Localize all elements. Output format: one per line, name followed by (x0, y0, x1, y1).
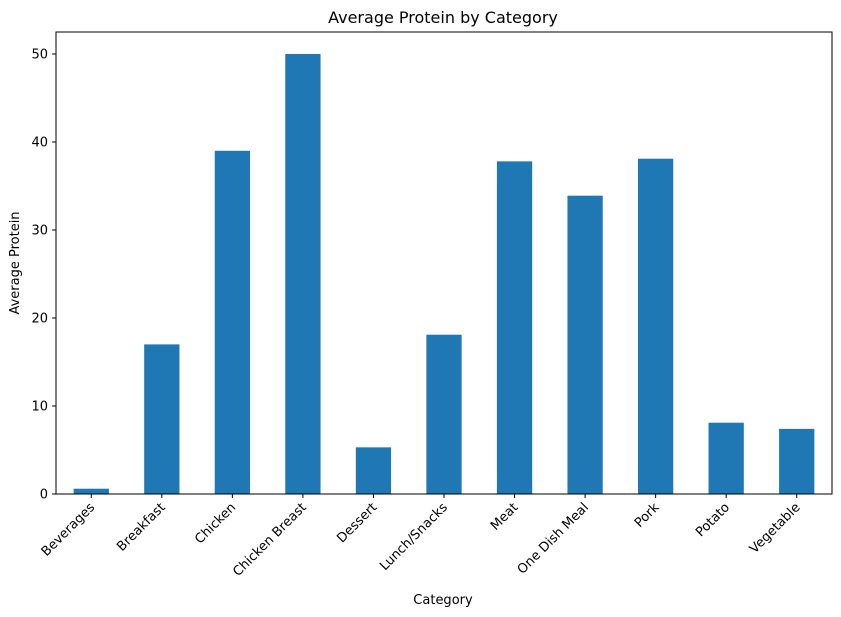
x-tick-label: Potato (693, 500, 733, 540)
y-axis-label: Average Protein (8, 211, 23, 314)
x-tick-label: One Dish Meal (515, 500, 592, 577)
x-tick-label: Pork (632, 500, 663, 531)
x-tick-label: Lunch/Snacks (377, 500, 451, 574)
bar-pork (638, 158, 674, 494)
bar-lunch-snacks (426, 334, 462, 494)
y-tick-label: 0 (40, 488, 48, 503)
plot-frame (55, 31, 833, 495)
chart-title: Average Protein by Category (328, 8, 558, 27)
y-tick-label: 10 (31, 400, 48, 415)
y-tick-label: 20 (31, 312, 48, 327)
bar-meat (496, 161, 533, 495)
y-axis-ticks: 0 10 20 30 40 50 (31, 48, 56, 503)
y-tick-label: 30 (31, 224, 48, 239)
x-tick-label: Dessert (334, 500, 380, 546)
x-tick-label: Chicken (192, 500, 239, 547)
y-tick-label: 40 (31, 136, 48, 151)
bar-one-dish-meal (567, 195, 603, 494)
x-tick-label: Chicken Breast (230, 500, 309, 579)
bar-beverages (73, 488, 109, 494)
bars-group (73, 54, 815, 495)
bar-breakfast (144, 344, 180, 494)
x-tick-label: Vegetable (747, 500, 804, 557)
bar-chicken-breast (285, 54, 321, 494)
x-axis-label: Category (413, 593, 473, 608)
y-tick-label: 50 (31, 48, 48, 63)
bar-chicken (214, 150, 250, 495)
bar-vegetable (779, 428, 815, 494)
bar-potato (708, 422, 744, 494)
bar-dessert (355, 447, 392, 494)
x-tick-label: Meat (488, 500, 521, 533)
x-tick-label: Beverages (39, 500, 99, 560)
x-tick-label: Breakfast (114, 500, 168, 554)
